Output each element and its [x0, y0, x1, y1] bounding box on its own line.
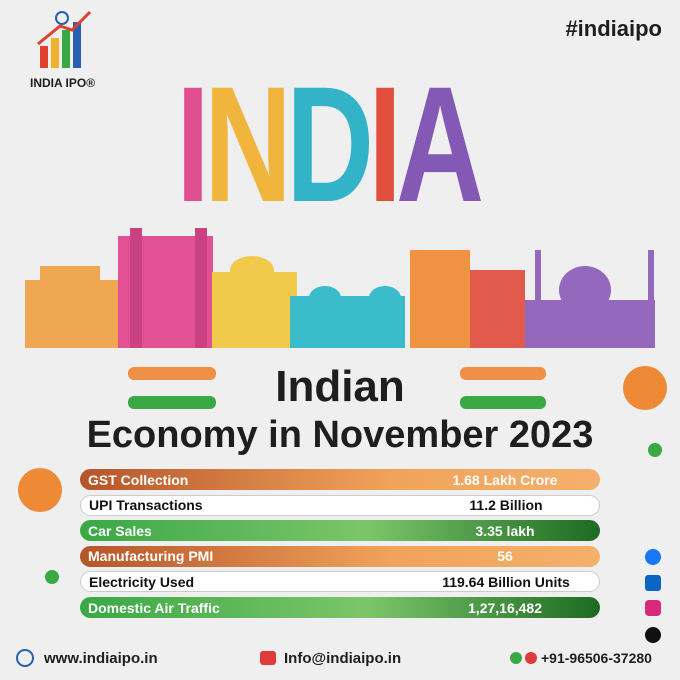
stat-label: Domestic Air Traffic: [88, 599, 220, 616]
stat-value: 119.64 Billion Units: [442, 573, 570, 590]
stat-row: Manufacturing PMI 56: [80, 545, 600, 567]
phone[interactable]: +91-96506-37280: [541, 650, 652, 666]
stat-value: 56: [497, 548, 513, 565]
stat-label: Manufacturing PMI: [88, 548, 214, 565]
stat-label: GST Collection: [88, 471, 189, 488]
stat-label: Electricity Used: [89, 573, 195, 590]
website[interactable]: www.indiaipo.in: [44, 650, 158, 667]
stat-row: UPI Transactions 11.2 Billion: [80, 494, 600, 516]
stat-row: Car Sales 3.35 lakh: [80, 520, 600, 542]
stat-value: 1,27,16,482: [468, 599, 542, 616]
hashtag: #indiaipo: [565, 16, 662, 41]
title: Indian: [275, 362, 405, 411]
stat-row: Domestic Air Traffic 1,27,16,482: [80, 597, 600, 618]
stat-label: UPI Transactions: [89, 497, 203, 514]
stat-value: 3.35 lakh: [475, 522, 535, 539]
stat-value: 11.2 Billion: [469, 497, 543, 514]
subtitle: Economy in November 2023: [86, 414, 594, 456]
stat-row: Electricity Used 119.64 Billion Units: [80, 571, 600, 593]
stat-value: 1.68 Lakh Crore: [452, 471, 558, 488]
brand: INDIA IPO®: [30, 76, 96, 90]
stat-row: GST Collection 1.68 Lakh Crore: [80, 469, 600, 490]
banner: INDIA: [176, 52, 484, 237]
stat-label: Car Sales: [88, 522, 152, 539]
email[interactable]: Info@indiaipo.in: [284, 650, 402, 667]
